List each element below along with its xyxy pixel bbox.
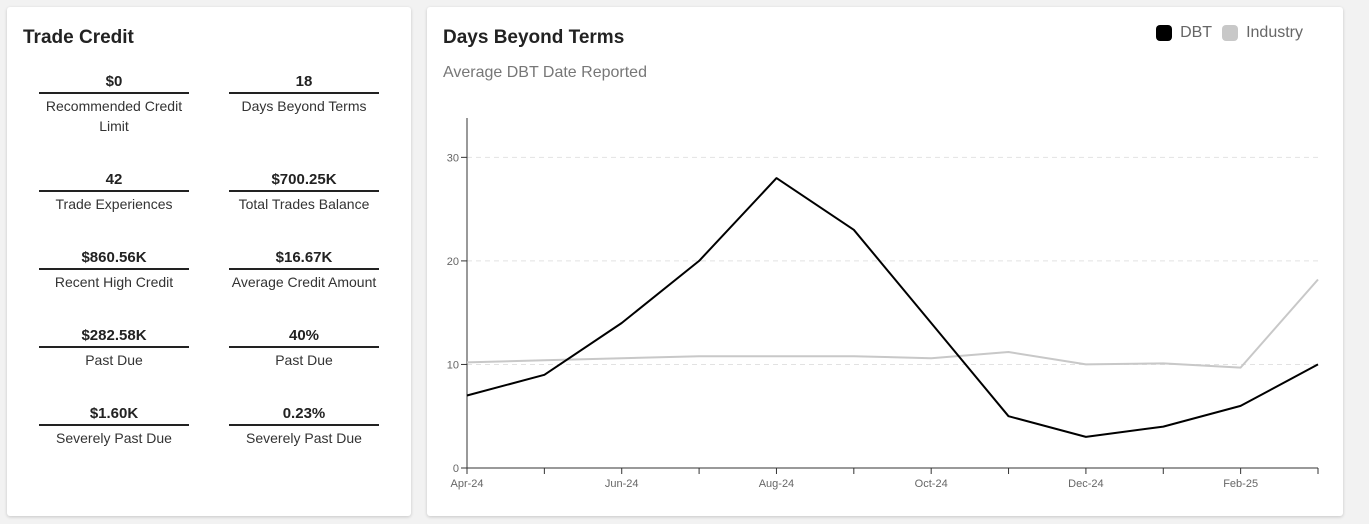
legend-swatch-industry [1222,25,1239,41]
legend-item-industry[interactable]: Industry [1222,24,1303,42]
legend-label-dbt: DBT [1180,24,1213,41]
chart-subtitle: Average DBT Date Reported [443,64,647,81]
y-tick-label: 10 [447,359,459,371]
metric-value: $0 [39,73,189,94]
x-tick-label: Dec-24 [1068,478,1103,490]
metric-label: Recommended Credit Limit [45,98,183,134]
dbt-line-chart: 0 10 20 30 Apr-24 Jun-24 Aug-24 Oct-24 Dec-24 Feb… [447,118,1319,490]
y-tick-label: 0 [453,463,459,475]
metric-value: $282.58K [39,327,189,348]
metric-label: Days Beyond Terms [241,98,367,114]
metric-label: Past Due [85,352,143,368]
metric-value: $16.67K [229,249,379,270]
metric-value: 42 [39,171,189,192]
trade-credit-title: Trade Credit [23,27,134,48]
x-tick-label: Apr-24 [450,478,483,490]
trade-credit-card: Trade Credit $0 Recommended Credit Limit… [7,7,411,516]
chart-legend: DBT Industry [1146,24,1303,42]
metric-average-credit-amount: $16.67K Average Credit Amount [229,249,379,292]
legend-item-dbt[interactable]: DBT [1156,24,1212,42]
metric-label: Total Trades Balance [238,196,370,212]
metric-value: 40% [229,327,379,348]
metric-recent-high-credit: $860.56K Recent High Credit [39,249,189,292]
x-tick-label: Feb-25 [1223,478,1258,490]
x-tick-label: Oct-24 [915,478,948,490]
metric-recommended-credit-limit: $0 Recommended Credit Limit [39,73,189,136]
x-tick-label: Jun-24 [605,478,639,490]
y-tick-label: 30 [447,152,459,164]
days-beyond-terms-card: Days Beyond Terms Average DBT Date Repor… [427,7,1343,516]
metric-severely-past-due-amount: $1.60K Severely Past Due [39,405,189,448]
metric-value: $860.56K [39,249,189,270]
metric-value: 18 [229,73,379,94]
metric-past-due-amount: $282.58K Past Due [39,327,189,370]
metric-label: Past Due [275,352,333,368]
series-line-dbt [466,177,1319,438]
legend-label-industry: Industry [1246,24,1303,41]
metric-total-trades-balance: $700.25K Total Trades Balance [229,171,379,214]
x-tick-label: Aug-24 [759,478,794,490]
metric-value: 0.23% [229,405,379,426]
metric-label: Average Credit Amount [231,274,377,290]
metric-label: Severely Past Due [56,430,172,446]
metric-severely-past-due-percent: 0.23% Severely Past Due [229,405,379,448]
metric-trade-experiences: 42 Trade Experiences [39,171,189,214]
metric-label: Recent High Credit [54,274,174,290]
legend-swatch-dbt [1156,25,1173,41]
y-tick-label: 20 [447,256,459,268]
metric-value: $1.60K [39,405,189,426]
series-line-industry [466,278,1319,369]
metric-days-beyond-terms: 18 Days Beyond Terms [229,73,379,116]
metric-past-due-percent: 40% Past Due [229,327,379,370]
metric-label: Severely Past Due [246,430,362,446]
metric-label: Trade Experiences [55,196,173,212]
chart-title: Days Beyond Terms [443,27,625,48]
metric-value: $700.25K [229,171,379,192]
